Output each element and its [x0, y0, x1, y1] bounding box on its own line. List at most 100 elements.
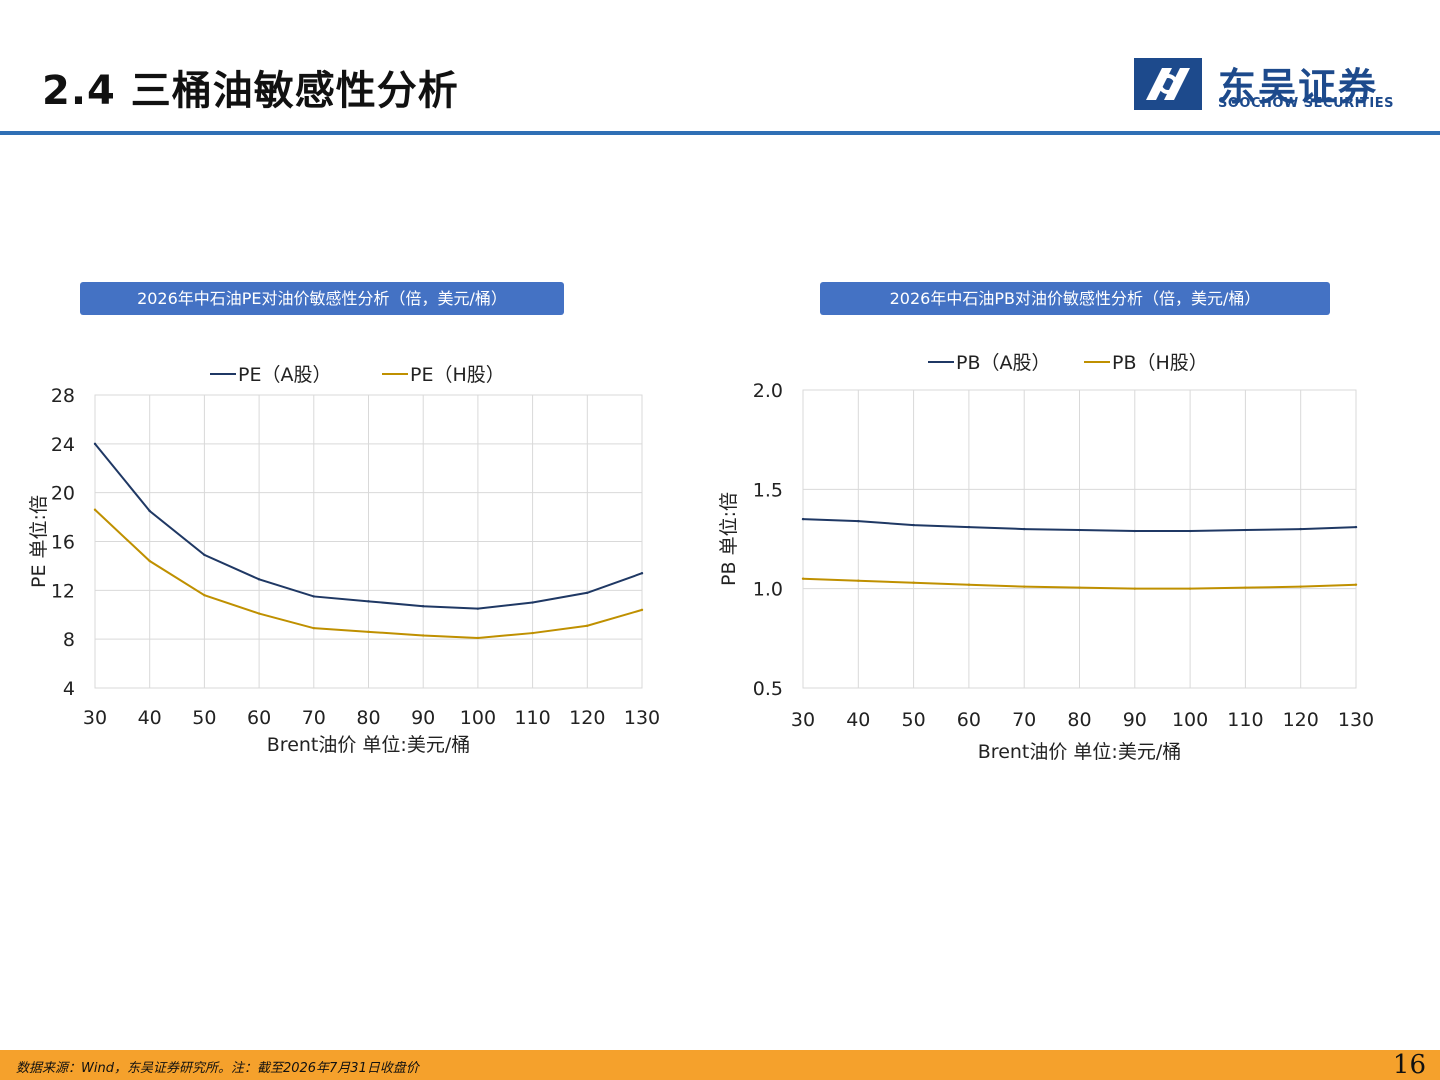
pb-data-point — [912, 581, 915, 584]
pb-data-point — [857, 519, 860, 523]
pe-data-point — [257, 612, 261, 615]
pe-y-tick-label: 12 — [51, 580, 75, 602]
source-note: 数据来源：Wind，东吴证券研究所。注：截至2026年7月31日收盘价 — [16, 1061, 419, 1076]
pb-data-point — [1244, 528, 1247, 532]
pe-y-tick-label: 4 — [63, 678, 75, 700]
pe-x-tick-label: 40 — [138, 707, 162, 729]
pb-data-point — [967, 525, 971, 529]
pe-x-tick-label: 50 — [192, 707, 216, 729]
pe-x-tick-label: 90 — [411, 707, 435, 729]
soochow-logo-icon — [1134, 58, 1202, 110]
pb-data-point — [1299, 527, 1302, 531]
pb-x-tick-label: 50 — [902, 709, 926, 731]
pb-x-tick-label: 70 — [1012, 709, 1036, 731]
pe-y-tick-label: 24 — [51, 434, 75, 456]
header-divider — [0, 131, 1440, 135]
pe-sensitivity-chart: 30 40 50 60 70 80 90 100 110 120 130 4 8 12 16 20 24 28 PE… — [28, 364, 660, 756]
pb-data-point — [1133, 587, 1137, 590]
pe-data-point — [476, 636, 480, 640]
pb-data-point — [1299, 585, 1302, 588]
pb-data-point — [967, 583, 971, 586]
pb-sensitivity-chart: 30 40 50 60 70 80 90 100 110 120 130 0.5 1.0 1.5 2.0 PB… — [718, 352, 1374, 763]
pb-data-point — [1078, 528, 1081, 532]
pe-x-tick-label: 110 — [514, 707, 550, 729]
pb-data-point — [1244, 586, 1247, 589]
pb-x-tick-label: 130 — [1338, 709, 1374, 731]
pe-x-tick-label: 80 — [356, 707, 380, 729]
pe-x-tick-label: 60 — [247, 707, 271, 729]
pb-data-point — [1022, 585, 1026, 588]
pe-legend-label: PE（A股） — [238, 364, 331, 386]
pe-data-point — [367, 600, 370, 603]
pe-x-tick-label: 100 — [460, 707, 496, 729]
pe-data-point — [476, 607, 480, 610]
pb-y-axis-title: PB 单位:倍 — [718, 492, 740, 586]
pe-y-tick-label: 28 — [51, 385, 75, 407]
logo-english-text: SOOCHOW SECURITIES — [1218, 96, 1394, 111]
pe-x-tick-label: 130 — [624, 707, 660, 729]
pb-x-axis-title: Brent油价 单位:美元/桶 — [978, 741, 1181, 763]
pb-x-tick-label: 120 — [1283, 709, 1319, 731]
page-number: 16 — [1392, 1050, 1426, 1080]
pb-y-tick-label: 0.5 — [753, 678, 783, 700]
pb-data-point — [801, 577, 805, 580]
pb-data-point — [1354, 583, 1358, 586]
pb-y-tick-label: 2.0 — [753, 380, 783, 402]
pb-data-point — [801, 517, 805, 521]
pb-y-tick-label: 1.0 — [753, 579, 783, 601]
pe-data-point — [367, 630, 370, 634]
pe-data-point — [586, 624, 589, 627]
pe-data-point — [422, 605, 425, 608]
brand-logo: 东吴证券 SOOCHOW SECURITIES — [1132, 56, 1412, 116]
pb-plot-frame — [802, 389, 1357, 689]
pe-data-point — [148, 559, 151, 563]
pe-data-point — [203, 553, 206, 557]
pe-x-tick-label: 70 — [302, 707, 326, 729]
pe-data-point — [531, 601, 534, 604]
pb-x-tick-label: 60 — [957, 709, 981, 731]
pe-x-axis-title: Brent油价 单位:美元/桶 — [267, 734, 470, 756]
logo-chinese-text: 东吴证券 — [1218, 64, 1379, 109]
pe-data-point — [640, 572, 644, 575]
pe-data-point — [93, 442, 97, 446]
pe-x-tick-label: 120 — [569, 707, 605, 729]
page-title: 2.4 三桶油敏感性分析 — [42, 68, 459, 114]
pb-data-point — [857, 579, 860, 582]
pe-data-point — [640, 608, 644, 612]
pe-data-point — [203, 594, 206, 597]
pe-y-tick-label: 8 — [63, 629, 75, 651]
pe-data-point — [531, 631, 534, 635]
pe-data-point — [148, 509, 151, 513]
pb-data-point — [1188, 529, 1192, 533]
pe-y-axis-title: PE 单位:倍 — [28, 495, 50, 588]
pb-y-tick-label: 1.5 — [753, 479, 783, 501]
pe-data-point — [93, 508, 97, 511]
pb-data-point — [1354, 525, 1358, 529]
pe-y-tick-label: 20 — [51, 483, 75, 505]
pe-data-point — [257, 578, 261, 581]
pb-chart-title-bar: 2026年中石油PB对油价敏感性分析（倍，美元/桶） — [820, 282, 1330, 315]
pe-y-tick-label: 16 — [51, 532, 75, 554]
footer-bar: 数据来源：Wind，东吴证券研究所。注：截至2026年7月31日收盘价 16 — [0, 1050, 1440, 1080]
pb-x-tick-label: 30 — [791, 709, 815, 731]
pe-data-point — [586, 591, 589, 594]
pb-data-point — [1188, 587, 1192, 590]
pb-x-tick-label: 110 — [1227, 709, 1263, 731]
pb-x-tick-label: 100 — [1172, 709, 1208, 731]
pe-data-point — [312, 626, 315, 630]
pb-data-point — [1133, 529, 1137, 533]
pb-x-tick-label: 40 — [846, 709, 870, 731]
pe-legend-label: PE（H股） — [410, 364, 505, 386]
pb-data-point — [1022, 527, 1026, 531]
pe-chart-title-bar: 2026年中石油PE对油价敏感性分析（倍，美元/桶） — [80, 282, 564, 315]
pb-data-point — [912, 523, 915, 527]
pb-x-tick-label: 80 — [1067, 709, 1091, 731]
pe-plot-frame — [94, 394, 643, 689]
pe-x-tick-label: 30 — [83, 707, 107, 729]
pb-data-point — [1078, 586, 1081, 589]
pb-x-tick-label: 90 — [1123, 709, 1147, 731]
pe-data-point — [312, 595, 315, 598]
pb-legend-label: PB（A股） — [956, 352, 1051, 374]
pe-data-point — [422, 634, 425, 637]
pb-legend-label: PB（H股） — [1112, 352, 1208, 374]
